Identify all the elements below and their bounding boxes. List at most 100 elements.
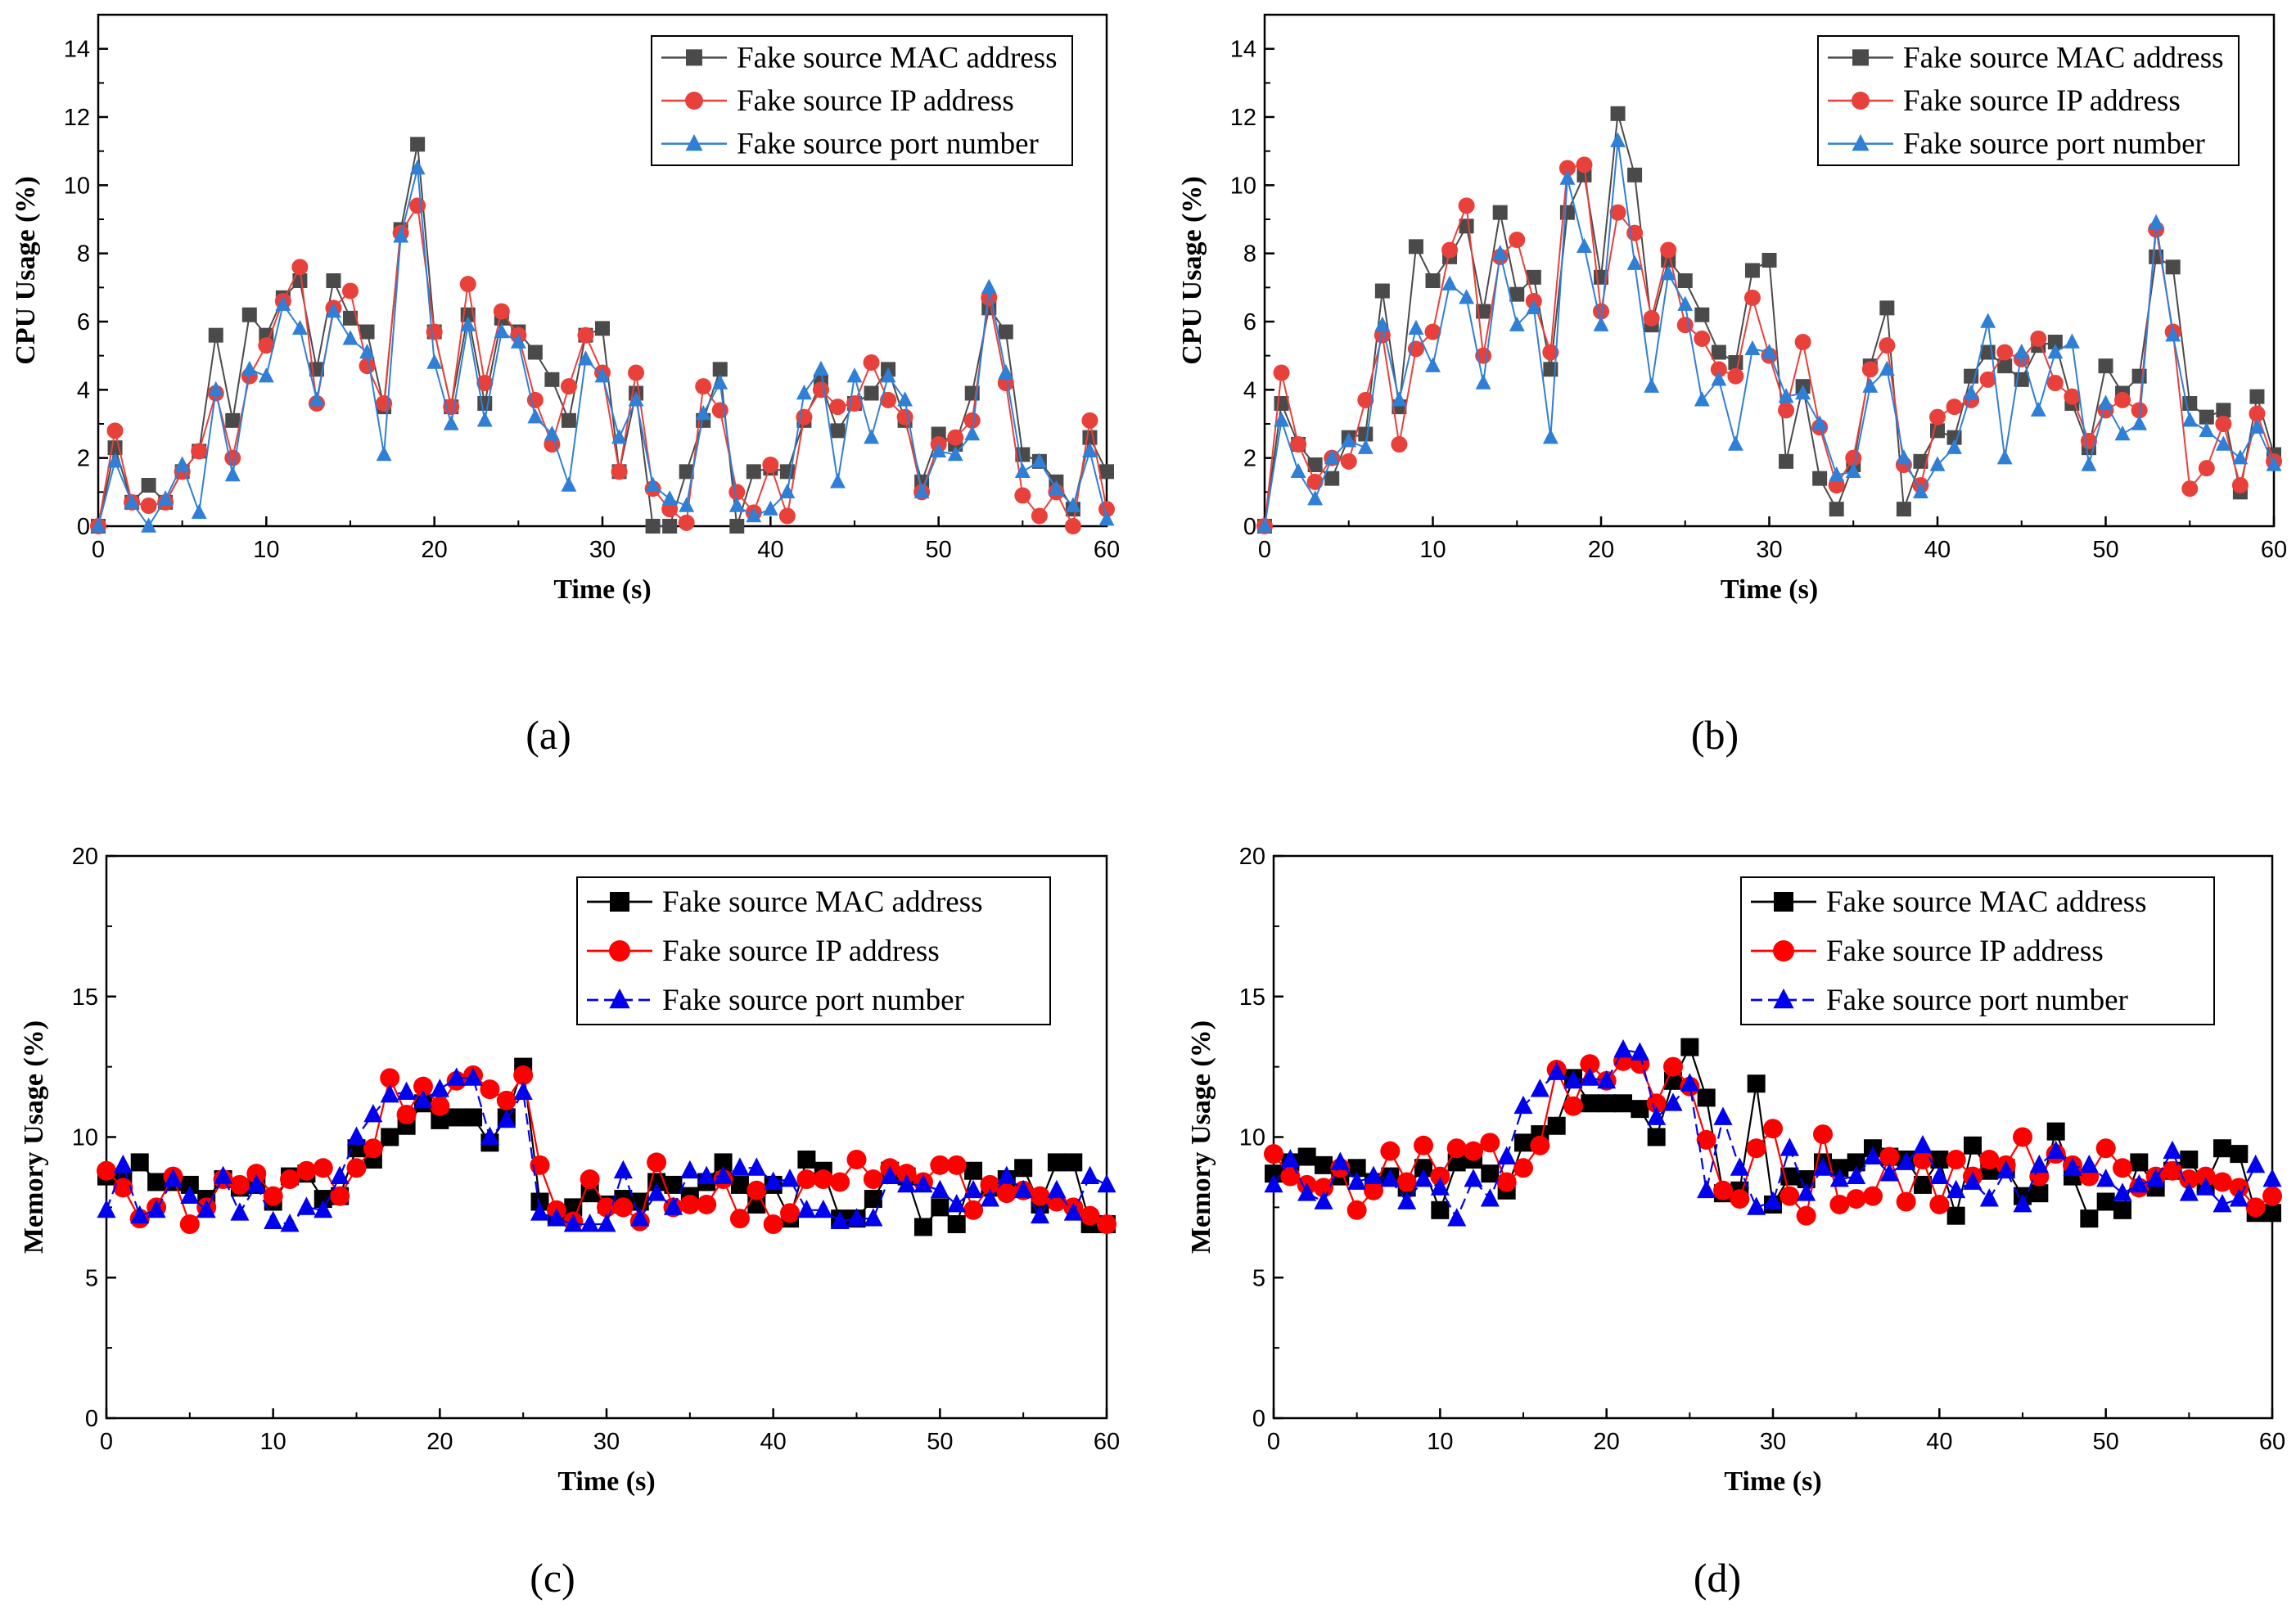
data-point (2181, 480, 2199, 498)
data-point (1397, 1191, 1417, 1209)
data-point (180, 1175, 199, 1194)
data-point (1430, 1166, 1450, 1187)
x-tick-label: 20 (422, 537, 448, 563)
data-point (896, 408, 913, 426)
data-point (1680, 1038, 1699, 1056)
series-3 (90, 159, 1115, 533)
data-point (980, 1174, 1000, 1195)
data-point (763, 1214, 783, 1234)
data-point (1778, 402, 1795, 419)
y-axis-title: CPU Usage (%) (11, 176, 41, 364)
data-point (830, 1210, 850, 1229)
data-point (1408, 239, 1423, 254)
data-point (864, 1208, 883, 1227)
data-point (1563, 1096, 1583, 1116)
legend-swatch-marker (686, 49, 702, 66)
data-point (2179, 1182, 2199, 1201)
data-point (431, 1110, 449, 1129)
data-point (1464, 1141, 1483, 1161)
data-point (1630, 1042, 1649, 1061)
data-point (1374, 283, 1390, 299)
data-point (930, 1179, 950, 1199)
data-point (477, 396, 493, 411)
data-point (1082, 442, 1098, 458)
data-point (1847, 1153, 1865, 1172)
data-point (409, 197, 426, 214)
data-point (711, 402, 728, 419)
data-point (530, 1202, 550, 1221)
data-point (1341, 432, 1357, 448)
data-point (1913, 453, 1928, 469)
data-point (561, 476, 577, 492)
data-point (963, 1179, 983, 1199)
data-point (580, 1214, 600, 1232)
data-point (1747, 1196, 1766, 1215)
x-tick-label: 60 (1094, 537, 1120, 563)
data-point (90, 517, 106, 533)
data-point (829, 399, 846, 416)
data-point (1930, 1150, 1949, 1169)
data-point (797, 1150, 816, 1169)
legend-label: Fake source IP address (662, 935, 940, 968)
data-point (1797, 1170, 1816, 1189)
data-point (814, 1199, 833, 1218)
data-point (1744, 340, 1761, 356)
data-point (913, 483, 930, 499)
data-point (530, 1192, 549, 1211)
data-point (359, 358, 376, 375)
data-point (796, 384, 812, 400)
data-point (1364, 1180, 1383, 1200)
data-point (1031, 507, 1048, 525)
data-point (2229, 1188, 2249, 1207)
data-point (409, 159, 426, 175)
y-tick-label: 10 (1239, 1125, 1265, 1151)
data-point (313, 1158, 333, 1178)
data-point (1812, 471, 1828, 486)
data-point (1761, 343, 1777, 359)
data-point (1896, 449, 1912, 465)
data-point (1713, 1180, 1733, 1200)
data-point (1431, 1200, 1450, 1219)
data-point (663, 1196, 683, 1215)
series-2 (90, 197, 1115, 534)
data-point (1264, 1144, 1283, 1164)
y-tick-label: 4 (77, 377, 90, 403)
data-point (1558, 160, 1576, 177)
data-point (1459, 218, 1474, 234)
data-point (1697, 1179, 1716, 1199)
data-point (330, 1165, 350, 1184)
data-point (897, 1173, 917, 1193)
x-axis-title: Time (s) (1721, 574, 1818, 605)
data-point (1743, 289, 1761, 306)
data-point (1425, 273, 1441, 288)
data-point (1441, 241, 1459, 259)
data-point (141, 478, 156, 493)
data-point (1829, 1194, 1850, 1214)
data-point (1728, 355, 1743, 370)
y-tick-label: 12 (64, 105, 90, 131)
data-point (464, 1108, 483, 1127)
data-point (680, 1160, 700, 1179)
series-2 (1256, 156, 2282, 534)
data-point (931, 442, 947, 458)
data-point (2096, 1169, 2116, 1187)
data-point (180, 1185, 200, 1205)
data-point (998, 324, 1013, 340)
data-point (107, 453, 123, 468)
data-point (208, 381, 224, 397)
data-point (263, 1186, 283, 1206)
data-point (430, 1079, 449, 1097)
data-point (140, 498, 157, 514)
data-point (1480, 1133, 1500, 1153)
data-point (275, 295, 291, 311)
data-point (679, 464, 694, 480)
panel-caption: (d) (1694, 1555, 1741, 1601)
data-point (964, 425, 981, 441)
data-point (1446, 1138, 1467, 1159)
data-point (106, 422, 124, 439)
data-point (1979, 1188, 1999, 1207)
y-tick-label: 10 (1230, 173, 1256, 199)
data-point (1879, 300, 1895, 316)
data-point (1797, 1182, 1816, 1201)
data-point (830, 423, 846, 439)
